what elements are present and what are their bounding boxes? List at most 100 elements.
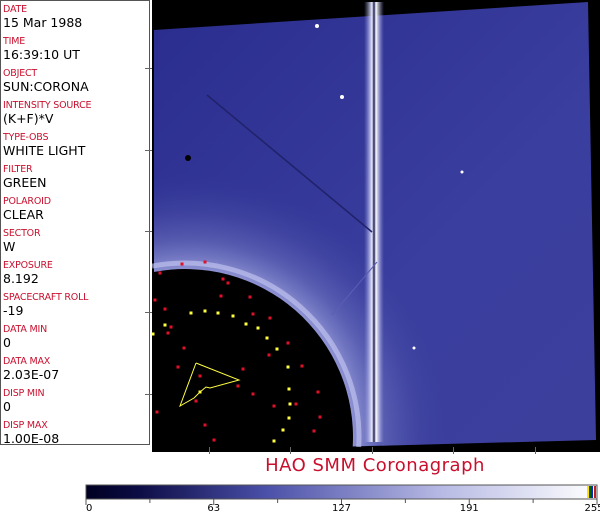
overlay-marker-red (198, 374, 202, 378)
field-label: DISP MIN (3, 388, 45, 399)
field-value: 2.03E-07 (3, 367, 60, 382)
field-intensity-source: INTENSITY SOURCE (K+F)*V (3, 100, 92, 126)
field-label: EXPOSURE (3, 260, 53, 271)
field-value: SUN:CORONA (3, 79, 89, 94)
field-exposure: EXPOSURE 8.192 (3, 260, 53, 286)
axis-tick (535, 447, 536, 454)
field-date: DATE 15 Mar 1988 (3, 4, 82, 30)
overlay-marker-red (300, 364, 304, 368)
field-type-obs: TYPE-OBS WHITE LIGHT (3, 132, 85, 158)
header-info-panel: DATE 15 Mar 1988 TIME 16:39:10 UT OBJECT SUN:… (0, 0, 150, 446)
coronagraph-image (152, 0, 600, 452)
field-label: FILTER (3, 164, 33, 175)
field-time: TIME 16:39:10 UT (3, 36, 80, 62)
colorbar-gradient (85, 484, 598, 500)
field-label: TIME (3, 36, 26, 47)
overlay-marker-yellow (163, 323, 167, 327)
overlay-marker-red (251, 312, 255, 316)
field-label: DISP MAX (3, 420, 48, 431)
axis-tick (209, 447, 210, 454)
field-filter: FILTER GREEN (3, 164, 47, 190)
overlay-marker-red (180, 262, 184, 266)
overlay-marker-red (182, 346, 186, 350)
field-sector: SECTOR W (3, 228, 41, 254)
overlay-marker-yellow (189, 311, 193, 315)
colorbar-tick-label: 191 (460, 503, 479, 512)
occulter-disk (152, 269, 353, 447)
overlay-marker-red (248, 295, 252, 299)
overlay-marker-red (316, 390, 320, 394)
overlay-marker-yellow (288, 402, 292, 406)
field-value: 15 Mar 1988 (3, 15, 83, 30)
overlay-marker-red (169, 325, 173, 329)
overlay-marker-yellow (244, 322, 248, 326)
overlay-marker-red (236, 384, 240, 388)
axis-tick (290, 447, 291, 454)
overlay-marker-yellow (287, 387, 291, 391)
overlay-marker-yellow (272, 439, 276, 443)
overlay-marker-red (241, 367, 245, 371)
overlay-marker-red (272, 404, 276, 408)
field-value: 1.00E-08 (3, 431, 60, 446)
field-label: DATA MAX (3, 356, 51, 367)
field-label: DATE (3, 4, 27, 15)
field-value: -19 (3, 303, 24, 318)
colorbar: 0 63 127 191 255 (85, 484, 600, 512)
colorbar-marker-green (589, 486, 591, 498)
field-value: 0 (3, 335, 11, 350)
field-label: DATA MIN (3, 324, 47, 335)
overlay-marker-red (166, 331, 170, 335)
axis-tick (145, 394, 152, 395)
colorbar-marker-blue (591, 486, 593, 498)
colorbar-tick-label: 127 (332, 503, 351, 512)
overlay-marker-yellow (286, 365, 290, 369)
diagonal-feature (331, 261, 378, 316)
field-value: 8.192 (3, 271, 39, 286)
instrument-title: HAO SMM Coronagraph (265, 455, 485, 476)
colorbar-marker-yellow (587, 486, 589, 498)
dark-spot (185, 155, 191, 161)
field-label: SPACECRAFT ROLL (3, 292, 89, 303)
overlay-marker-red (312, 429, 316, 433)
axis-tick (145, 312, 152, 313)
field-value: (K+F)*V (3, 111, 54, 126)
overlay-marker-red (158, 271, 162, 275)
overlay-marker-yellow (216, 311, 220, 315)
overlay-marker-red (153, 298, 157, 302)
overlay-marker-red (226, 281, 230, 285)
field-disp-max: DISP MAX 1.00E-08 (3, 420, 59, 446)
field-value: W (3, 239, 16, 254)
field-spacecraft-roll: SPACECRAFT ROLL -19 (3, 292, 88, 318)
overlay-marker-yellow (231, 314, 235, 318)
diagonal-feature (206, 94, 373, 233)
overlay-marker-red (155, 410, 159, 414)
overlay-marker-red (221, 277, 225, 281)
field-label: POLAROID (3, 196, 51, 207)
overlay-marker-red (294, 402, 298, 406)
axis-tick (372, 447, 373, 454)
overlay-marker-red (267, 353, 271, 357)
colorbar-tick-label: 255 (584, 503, 600, 512)
field-value: 16:39:10 UT (3, 47, 80, 62)
colorbar-tick-label: 63 (207, 503, 220, 512)
overlay-marker-red (176, 365, 180, 369)
overlay-marker-yellow (256, 326, 260, 330)
axis-tick (145, 150, 152, 151)
overlay-marker-red (212, 438, 216, 442)
overlay-marker-red (268, 316, 272, 320)
field-disp-min: DISP MIN 0 (3, 388, 45, 414)
overlay-marker-red (203, 423, 207, 427)
axis-tick (145, 68, 152, 69)
field-polaroid: POLAROID CLEAR (3, 196, 51, 222)
overlay-marker-red (194, 399, 198, 403)
star (340, 95, 344, 99)
field-value: 0 (3, 399, 11, 414)
overlay-marker-yellow (265, 336, 269, 340)
occulter-rim (152, 260, 362, 448)
overlay-marker-yellow (287, 416, 291, 420)
overlay-marker-red (251, 392, 255, 396)
overlay-marker-red (318, 415, 322, 419)
field-label: OBJECT (3, 68, 38, 79)
field-data-max: DATA MAX 2.03E-07 (3, 356, 59, 382)
overlay-marker-yellow (281, 428, 285, 432)
